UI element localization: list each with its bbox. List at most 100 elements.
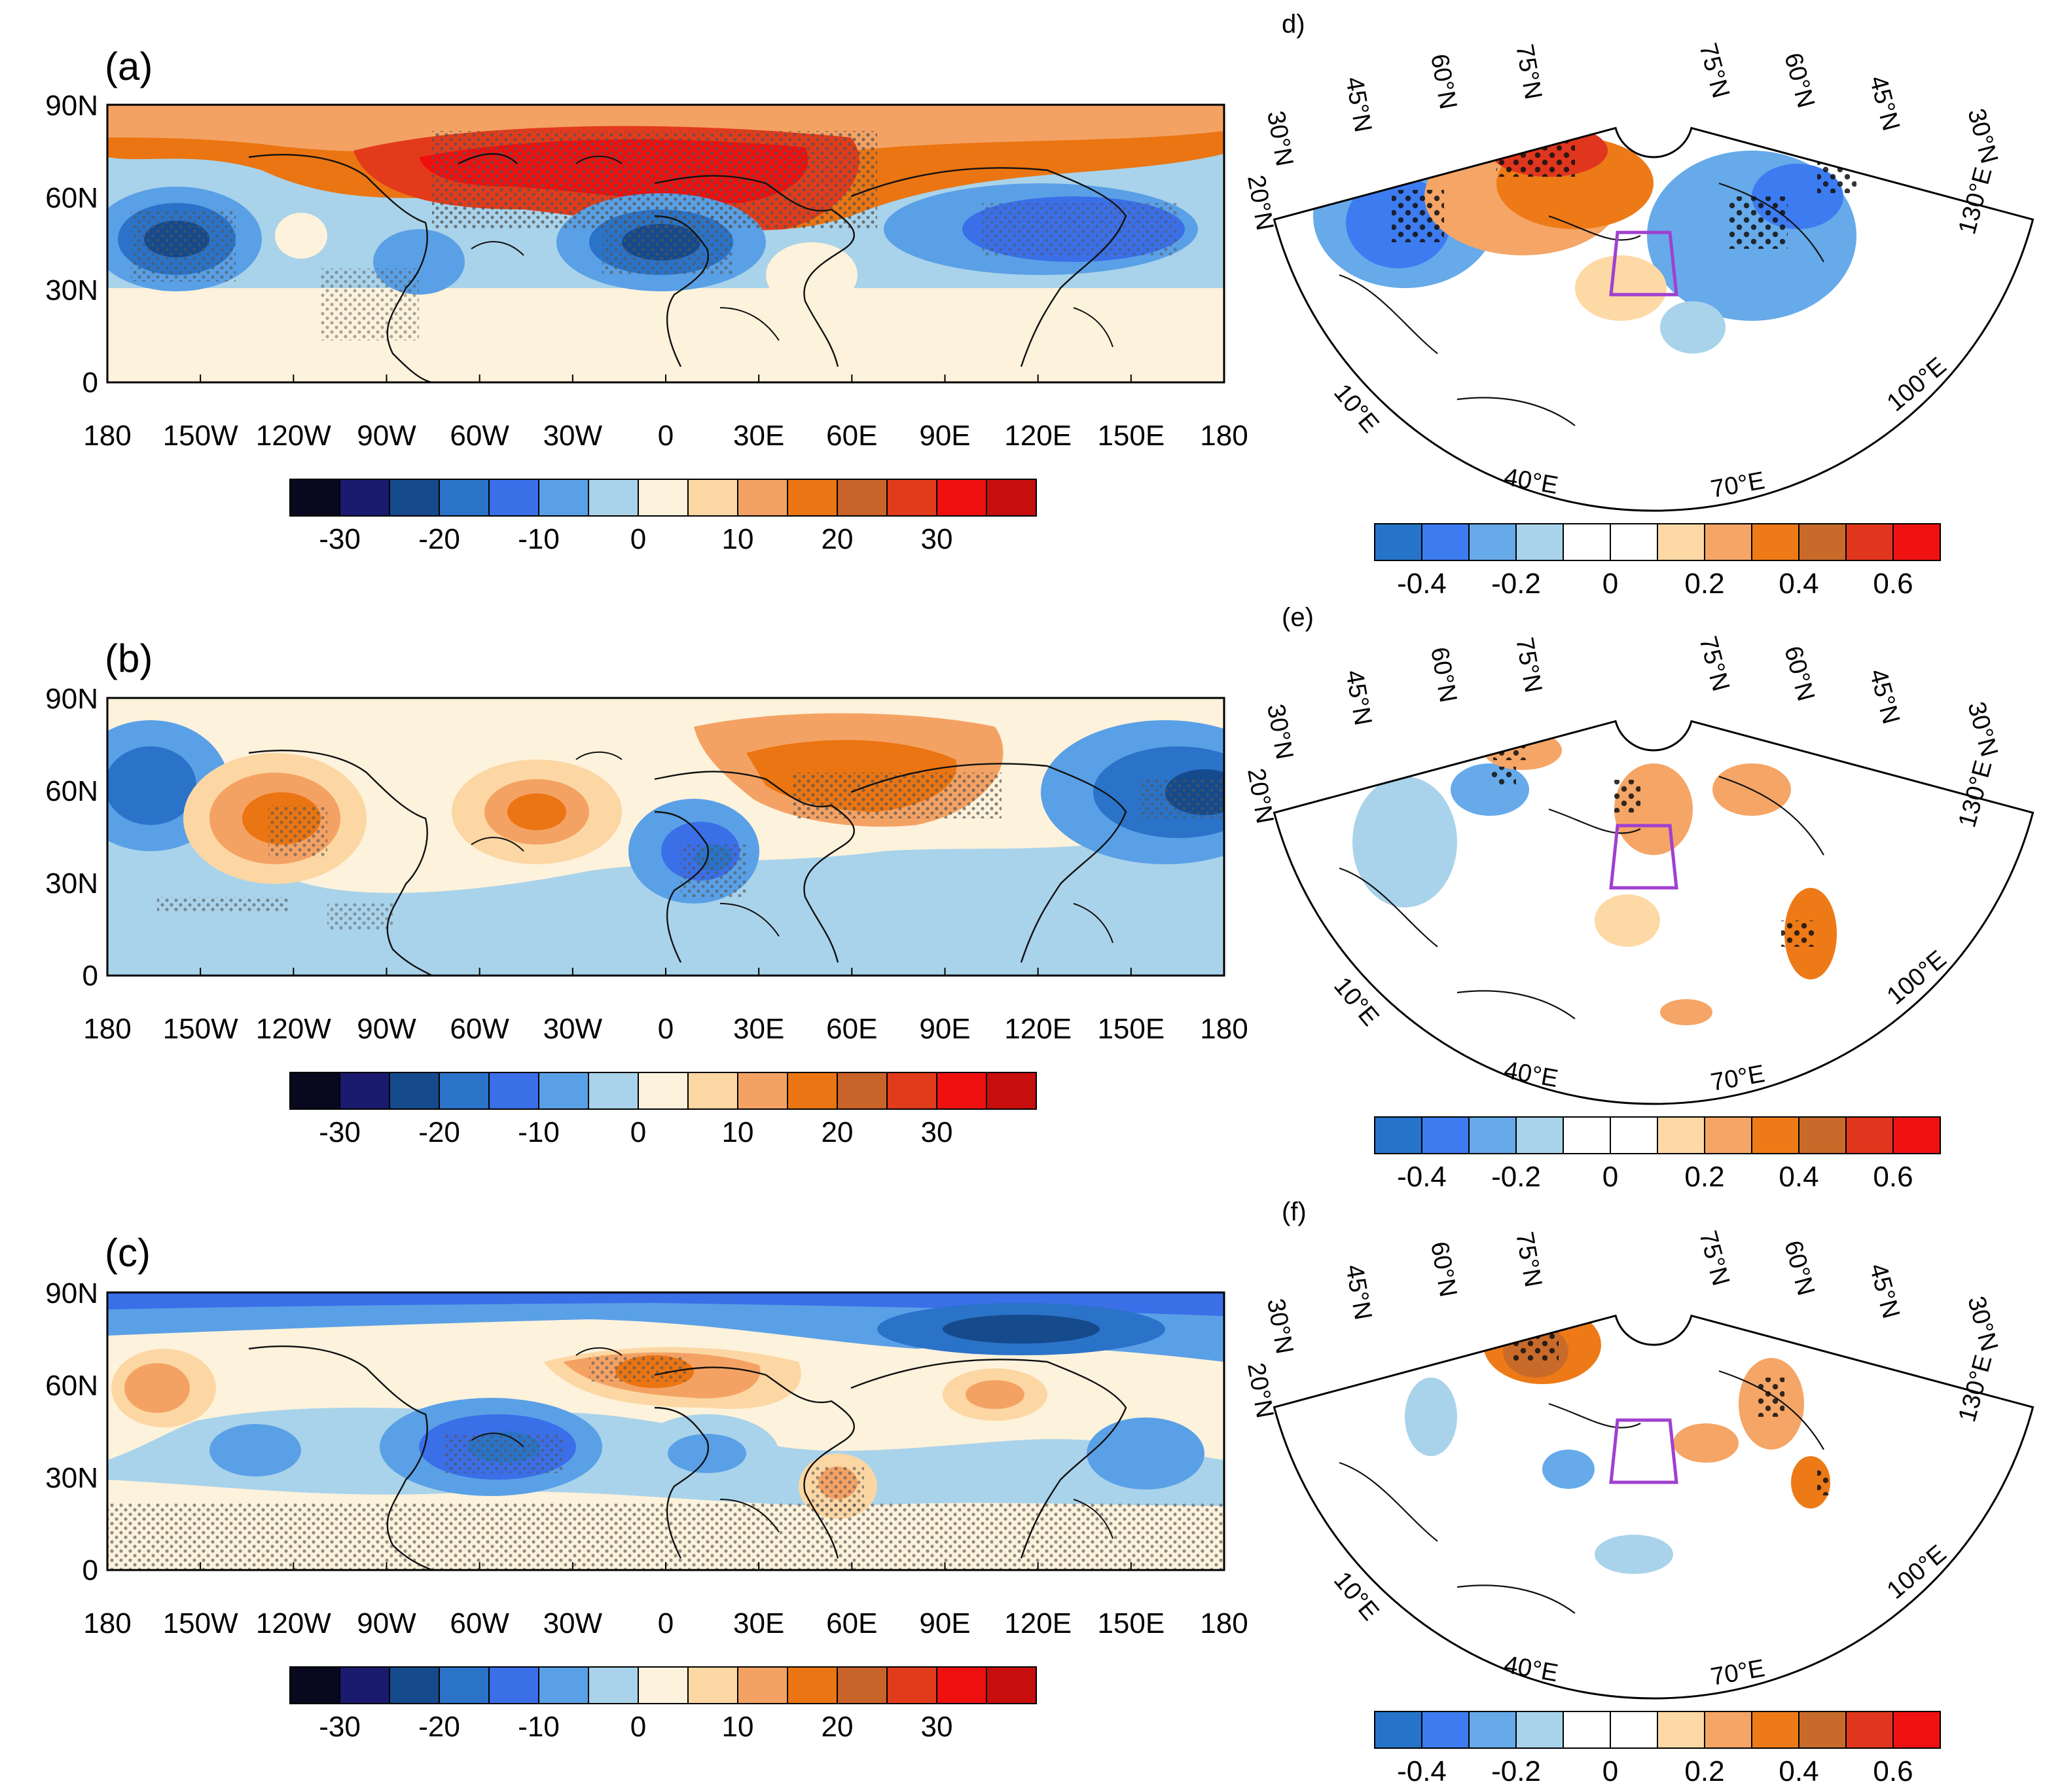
x-tick-label: 150E	[1097, 1607, 1165, 1639]
panel-b: (b)	[45, 636, 1248, 1148]
colorbar-swatch	[986, 1072, 1037, 1110]
x-tick-label: 120W	[256, 420, 331, 452]
colorbar-swatch	[1468, 523, 1517, 561]
colorbar-swatch	[538, 1072, 589, 1110]
colorbar-swatch	[1657, 1711, 1705, 1749]
panel-e-label: (e)	[1282, 603, 1314, 632]
x-tick-label: 0	[658, 1607, 674, 1639]
lat-label: 45°N	[1340, 668, 1377, 727]
colorbar-label: -0.2	[1491, 568, 1541, 600]
significance-dots	[1817, 1469, 1830, 1495]
colorbar-label: 0	[1602, 568, 1618, 600]
lat-label: 75°N	[1693, 633, 1735, 694]
significance-dots	[1729, 196, 1788, 249]
colorbar-swatch	[1610, 523, 1658, 561]
panel-b-x-axis: 180 150W 120W 90W 60W 30W 0 30E 60E 90E 120E 150E 18…	[83, 968, 1248, 1045]
colorbar-label: 0	[630, 1116, 646, 1148]
colorbar-label: 0.4	[1779, 568, 1818, 600]
colorbar-swatch	[837, 1072, 888, 1110]
colorbar-label: 0.4	[1779, 1755, 1818, 1787]
colorbar-swatch	[339, 1666, 390, 1704]
colorbar-swatch	[687, 1666, 738, 1704]
lat-label: 30°N	[1962, 1293, 2003, 1354]
panel-b-colorbar: -30 -20 -10 0 10 20 30	[289, 1072, 1037, 1148]
colorbar-swatch	[1845, 523, 1894, 561]
colorbar-swatch	[687, 1072, 738, 1110]
colorbar-swatch	[1374, 1116, 1422, 1154]
lat-label: 60°N	[1779, 50, 1820, 111]
colorbar-swatch	[986, 479, 1037, 517]
colorbar-swatch	[1563, 523, 1611, 561]
colorbar-label: 0	[1602, 1161, 1618, 1193]
panel-b-field	[107, 698, 1224, 976]
lat-label: 75°N	[1510, 1230, 1547, 1289]
significance-dots	[1490, 767, 1516, 786]
y-tick: 30N	[45, 868, 98, 900]
lat-label: 75°N	[1693, 1228, 1735, 1289]
colorbar-swatch	[588, 1666, 639, 1704]
panel-a-colorbar: -30 -20 -10 0 10 20 30	[289, 479, 1037, 555]
anomaly-patch	[1660, 301, 1726, 354]
colorbar-swatch	[1421, 1711, 1470, 1749]
colorbar-swatch	[289, 1072, 340, 1110]
colorbar-swatch	[886, 479, 937, 517]
panel-d: d)30°N45°N 60°N 75°N 75°N 60°N 45°N30°N20°N10…	[1242, 10, 2035, 600]
colorbar-label: -0.4	[1397, 568, 1447, 600]
lat-label: 45°N	[1864, 73, 1905, 134]
colorbar-swatch	[1751, 1711, 1800, 1749]
panel-c-y-axis: 90N 60N 30N 0	[45, 1277, 98, 1586]
significance-dots	[1614, 780, 1640, 813]
colorbar-swatch	[886, 1072, 937, 1110]
x-tick-label: 0	[658, 1013, 674, 1045]
colorbar-swatch	[1798, 1116, 1847, 1154]
lat-label: 30°N	[1261, 702, 1298, 761]
colorbar-swatch	[787, 479, 838, 517]
colorbar-swatch	[389, 1666, 440, 1704]
x-tick-label: 150W	[163, 1607, 238, 1639]
colorbar-swatch	[1751, 1116, 1800, 1154]
lat-label: 30°N	[1962, 105, 2003, 166]
colorbar-label: 0.2	[1684, 1161, 1724, 1193]
coastlines	[1339, 1370, 1824, 1614]
x-tick-label: 120E	[1004, 1013, 1072, 1045]
anomaly-patch	[1595, 1535, 1673, 1574]
colorbar-swatch	[1563, 1711, 1611, 1749]
y-tick: 60N	[45, 182, 98, 214]
x-tick-label: 90E	[919, 1013, 970, 1045]
colorbar-swatch	[439, 1666, 490, 1704]
x-tick-label: 0	[658, 420, 674, 452]
colorbar-swatch	[1892, 1711, 1941, 1749]
y-tick: 90N	[45, 683, 98, 715]
colorbar-swatch	[439, 1072, 490, 1110]
panel-c-colorbar: -30 -20 -10 0 10 20 30	[289, 1666, 1037, 1743]
anomaly-patch	[1575, 255, 1667, 321]
colorbar-swatch	[1421, 523, 1470, 561]
x-tick-label: 60W	[450, 420, 509, 452]
lat-label: 45°N	[1340, 75, 1377, 134]
x-tick-label: 30E	[733, 1013, 784, 1045]
colorbar-swatch	[837, 1666, 888, 1704]
y-tick: 0	[82, 367, 98, 399]
colorbar-swatch	[1845, 1711, 1894, 1749]
anomaly-patch	[1660, 999, 1712, 1025]
colorbar-label: -10	[518, 1711, 560, 1743]
colorbar-swatch	[886, 1666, 937, 1704]
coastlines	[1339, 775, 1824, 1019]
x-tick-label: 120E	[1004, 1607, 1072, 1639]
colorbar-swatch	[936, 479, 987, 517]
x-tick-label: 90W	[357, 1013, 416, 1045]
anomaly-patch	[1352, 777, 1457, 907]
colorbar-label: -0.4	[1397, 1161, 1447, 1193]
colorbar-label: 0.2	[1684, 568, 1724, 600]
lat-label: 45°N	[1340, 1262, 1377, 1322]
panel-f-frame	[1273, 1314, 2035, 1700]
target-region-box	[1609, 824, 1678, 890]
target-region-box	[1609, 230, 1678, 297]
x-tick-label: 90E	[919, 420, 970, 452]
y-tick: 0	[82, 960, 98, 992]
panel-a-y-axis: 90N 60N 30N 0	[45, 90, 98, 399]
x-tick-label: 150E	[1097, 1013, 1165, 1045]
x-tick-label: 30W	[543, 420, 603, 452]
colorbar-swatch	[1610, 1711, 1658, 1749]
panel-c-label: (c)	[105, 1231, 151, 1275]
